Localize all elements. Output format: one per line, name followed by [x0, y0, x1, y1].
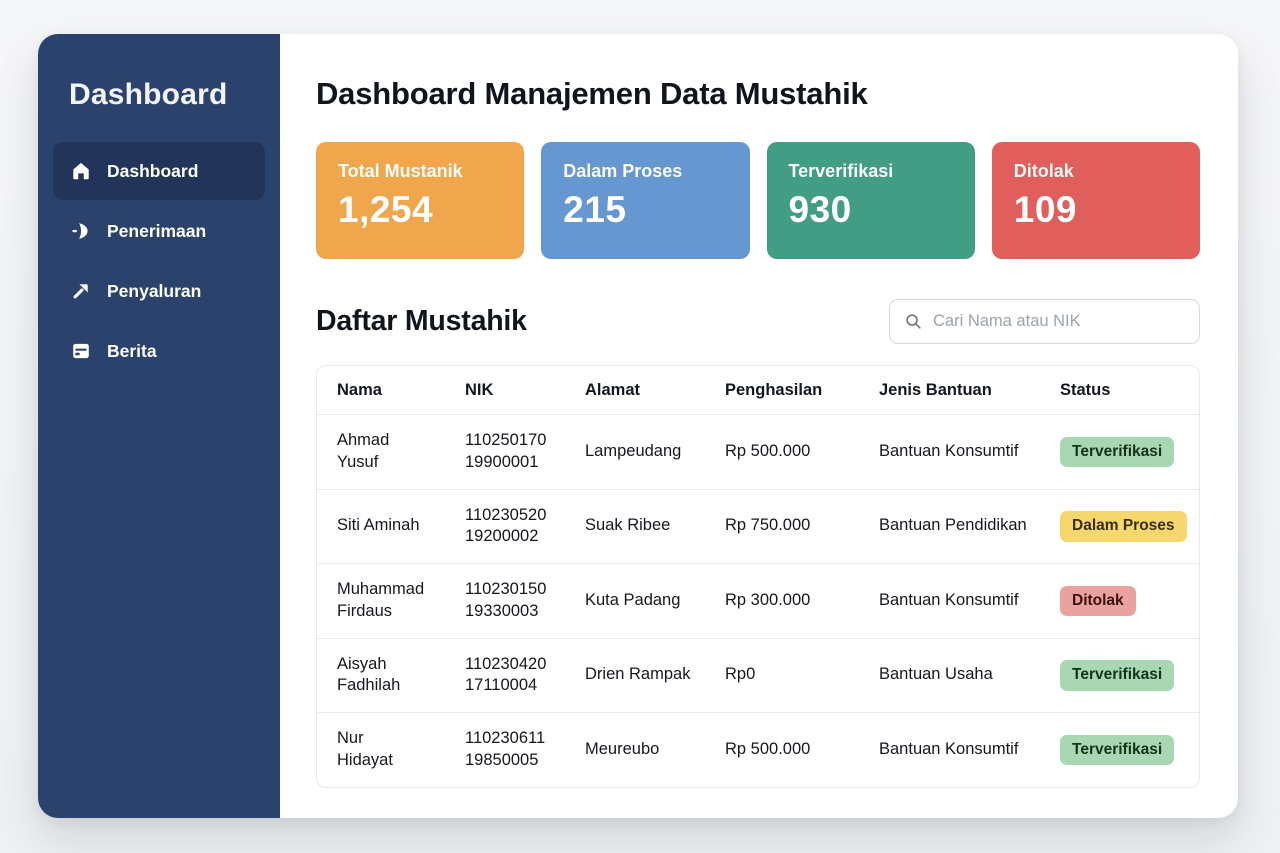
sidebar-item-dashboard[interactable]: Dashboard	[53, 142, 265, 200]
cell-status: Terverifikasi	[1060, 414, 1199, 490]
cell-nik: 11023042017110004	[465, 638, 585, 714]
cell-nama: Nur Hidayat	[337, 729, 393, 769]
cell-nik: 11023061119850005	[465, 729, 546, 769]
cell-jenis-bantuan: Bantuan Pendidikan	[879, 489, 1060, 565]
receive-icon	[70, 220, 92, 242]
status-badge: Dalam Proses	[1060, 511, 1187, 542]
search-input[interactable]	[933, 312, 1185, 331]
page-title: Dashboard Manajemen Data Mustahik	[316, 76, 868, 111]
stat-card-ditolak: Ditolak 109	[991, 142, 1200, 259]
sidebar-item-penerimaan[interactable]: Penerimaan	[53, 202, 265, 260]
stat-value: 109	[1013, 189, 1077, 230]
column-header-nama: Nama	[317, 366, 465, 415]
sidebar-item-label: Penerimaan	[107, 220, 207, 241]
cell-alamat: Drien Rampak	[585, 638, 725, 714]
sidebar: Dashboard Dashboard Penerimaan	[38, 34, 280, 818]
cell-penghasilan: Rp 500.000	[725, 414, 879, 490]
column-header-alamat: Alamat	[585, 366, 725, 415]
stat-card-total-mustanik: Total Mustanik 1,254	[316, 142, 525, 259]
cell-alamat: Lampeudang	[585, 414, 725, 490]
search-box[interactable]	[889, 299, 1200, 344]
stat-value: 930	[788, 189, 852, 230]
table-row: Aisyah Fadhilah 11023042017110004 Drien …	[317, 638, 1199, 714]
table-row: Siti Aminah 11023052019200002 Suak Ribee…	[317, 489, 1199, 565]
list-section-header: Daftar Mustahik	[316, 299, 1200, 344]
cell-penghasilan: Rp0	[725, 638, 879, 714]
table-row: Ahmad Yusuf 11025017019900001 Lampeudang…	[317, 414, 1199, 490]
main-content: Dashboard Manajemen Data Mustahik Total …	[280, 34, 1238, 818]
stat-card-terverifikasi: Terverifikasi 930	[766, 142, 975, 259]
cell-penghasilan: Rp 300.000	[725, 563, 879, 639]
stat-label: Total Mustanik	[338, 161, 463, 181]
status-badge: Terverifikasi	[1060, 660, 1175, 691]
sidebar-item-label: Berita	[107, 340, 157, 361]
cell-nama: Ahmad Yusuf	[317, 414, 465, 490]
sidebar-item-penyaluran[interactable]: Penyaluran	[53, 262, 265, 320]
sidebar-item-label: Dashboard	[107, 160, 199, 181]
cell-status: Terverifikasi	[1060, 713, 1199, 787]
stat-label: Dalam Proses	[563, 161, 683, 181]
cell-jenis-bantuan: Bantuan Usaha	[879, 638, 1060, 714]
cell-status: Dalam Proses	[1060, 489, 1199, 565]
stat-label: Terverifikasi	[788, 161, 894, 181]
column-header-status: Status	[1060, 366, 1199, 415]
cell-nik: 11023052019200002	[465, 489, 585, 565]
search-icon	[906, 314, 921, 329]
home-icon	[70, 160, 92, 182]
cell-jenis-bantuan: Bantuan Konsumtif	[879, 414, 1060, 490]
sidebar-title: Dashboard	[69, 78, 228, 111]
cell-nama: Muhammad Firdaus	[317, 563, 465, 639]
app-window: Dashboard Dashboard Penerimaan	[38, 34, 1238, 818]
cell-status: Terverifikasi	[1060, 638, 1199, 714]
cell-nama: Aisyah Fadhilah	[317, 638, 465, 714]
news-icon	[70, 340, 92, 362]
column-header-penghasilan: Penghasilan	[725, 366, 879, 415]
status-badge: Terverifikasi	[1060, 734, 1175, 766]
table-row: Nur Hidayat 11023061119850005 Meureubo R…	[317, 713, 1199, 787]
stat-cards: Total Mustanik 1,254 Dalam Proses 215 Te…	[316, 142, 1200, 259]
cell-alamat: Kuta Padang	[585, 563, 725, 639]
cell-status: Ditolak	[1060, 563, 1199, 639]
table-row: Muhammad Firdaus 11023015019330003 Kuta …	[317, 563, 1199, 639]
sidebar-item-berita[interactable]: Berita	[53, 322, 265, 380]
status-badge: Terverifikasi	[1060, 436, 1175, 467]
column-header-jenis-bantuan: Jenis Bantuan	[879, 366, 1060, 415]
mustahik-table: Nama NIK Alamat Penghasilan Jenis Bantua…	[316, 365, 1200, 788]
stat-value: 1,254	[338, 189, 434, 230]
stat-card-dalam-proses: Dalam Proses 215	[541, 142, 750, 259]
sidebar-nav: Dashboard Penerimaan P	[53, 142, 265, 380]
cell-alamat: Suak Ribee	[585, 489, 725, 565]
column-header-nik: NIK	[465, 366, 585, 415]
cell-nik: 11025017019900001	[465, 414, 585, 490]
cell-penghasilan: Rp 750.000	[725, 489, 879, 565]
stat-value: 215	[563, 189, 627, 230]
cell-penghasilan: Rp 500.000	[725, 740, 811, 758]
section-title: Daftar Mustahik	[316, 305, 527, 337]
cell-nik: 11023015019330003	[465, 563, 585, 639]
cell-nama: Siti Aminah	[317, 489, 465, 565]
stat-label: Ditolak	[1013, 161, 1074, 181]
sidebar-item-label: Penyaluran	[107, 280, 202, 301]
cell-jenis-bantuan: Bantuan Konsumtif	[879, 563, 1060, 639]
status-badge: Ditolak	[1060, 585, 1136, 617]
distribute-icon	[70, 280, 92, 302]
cell-jenis-bantuan: Bantuan Konsumtif	[879, 740, 1019, 758]
cell-alamat: Meureubo	[585, 740, 660, 758]
table-header-row: Nama NIK Alamat Penghasilan Jenis Bantua…	[317, 366, 1199, 415]
